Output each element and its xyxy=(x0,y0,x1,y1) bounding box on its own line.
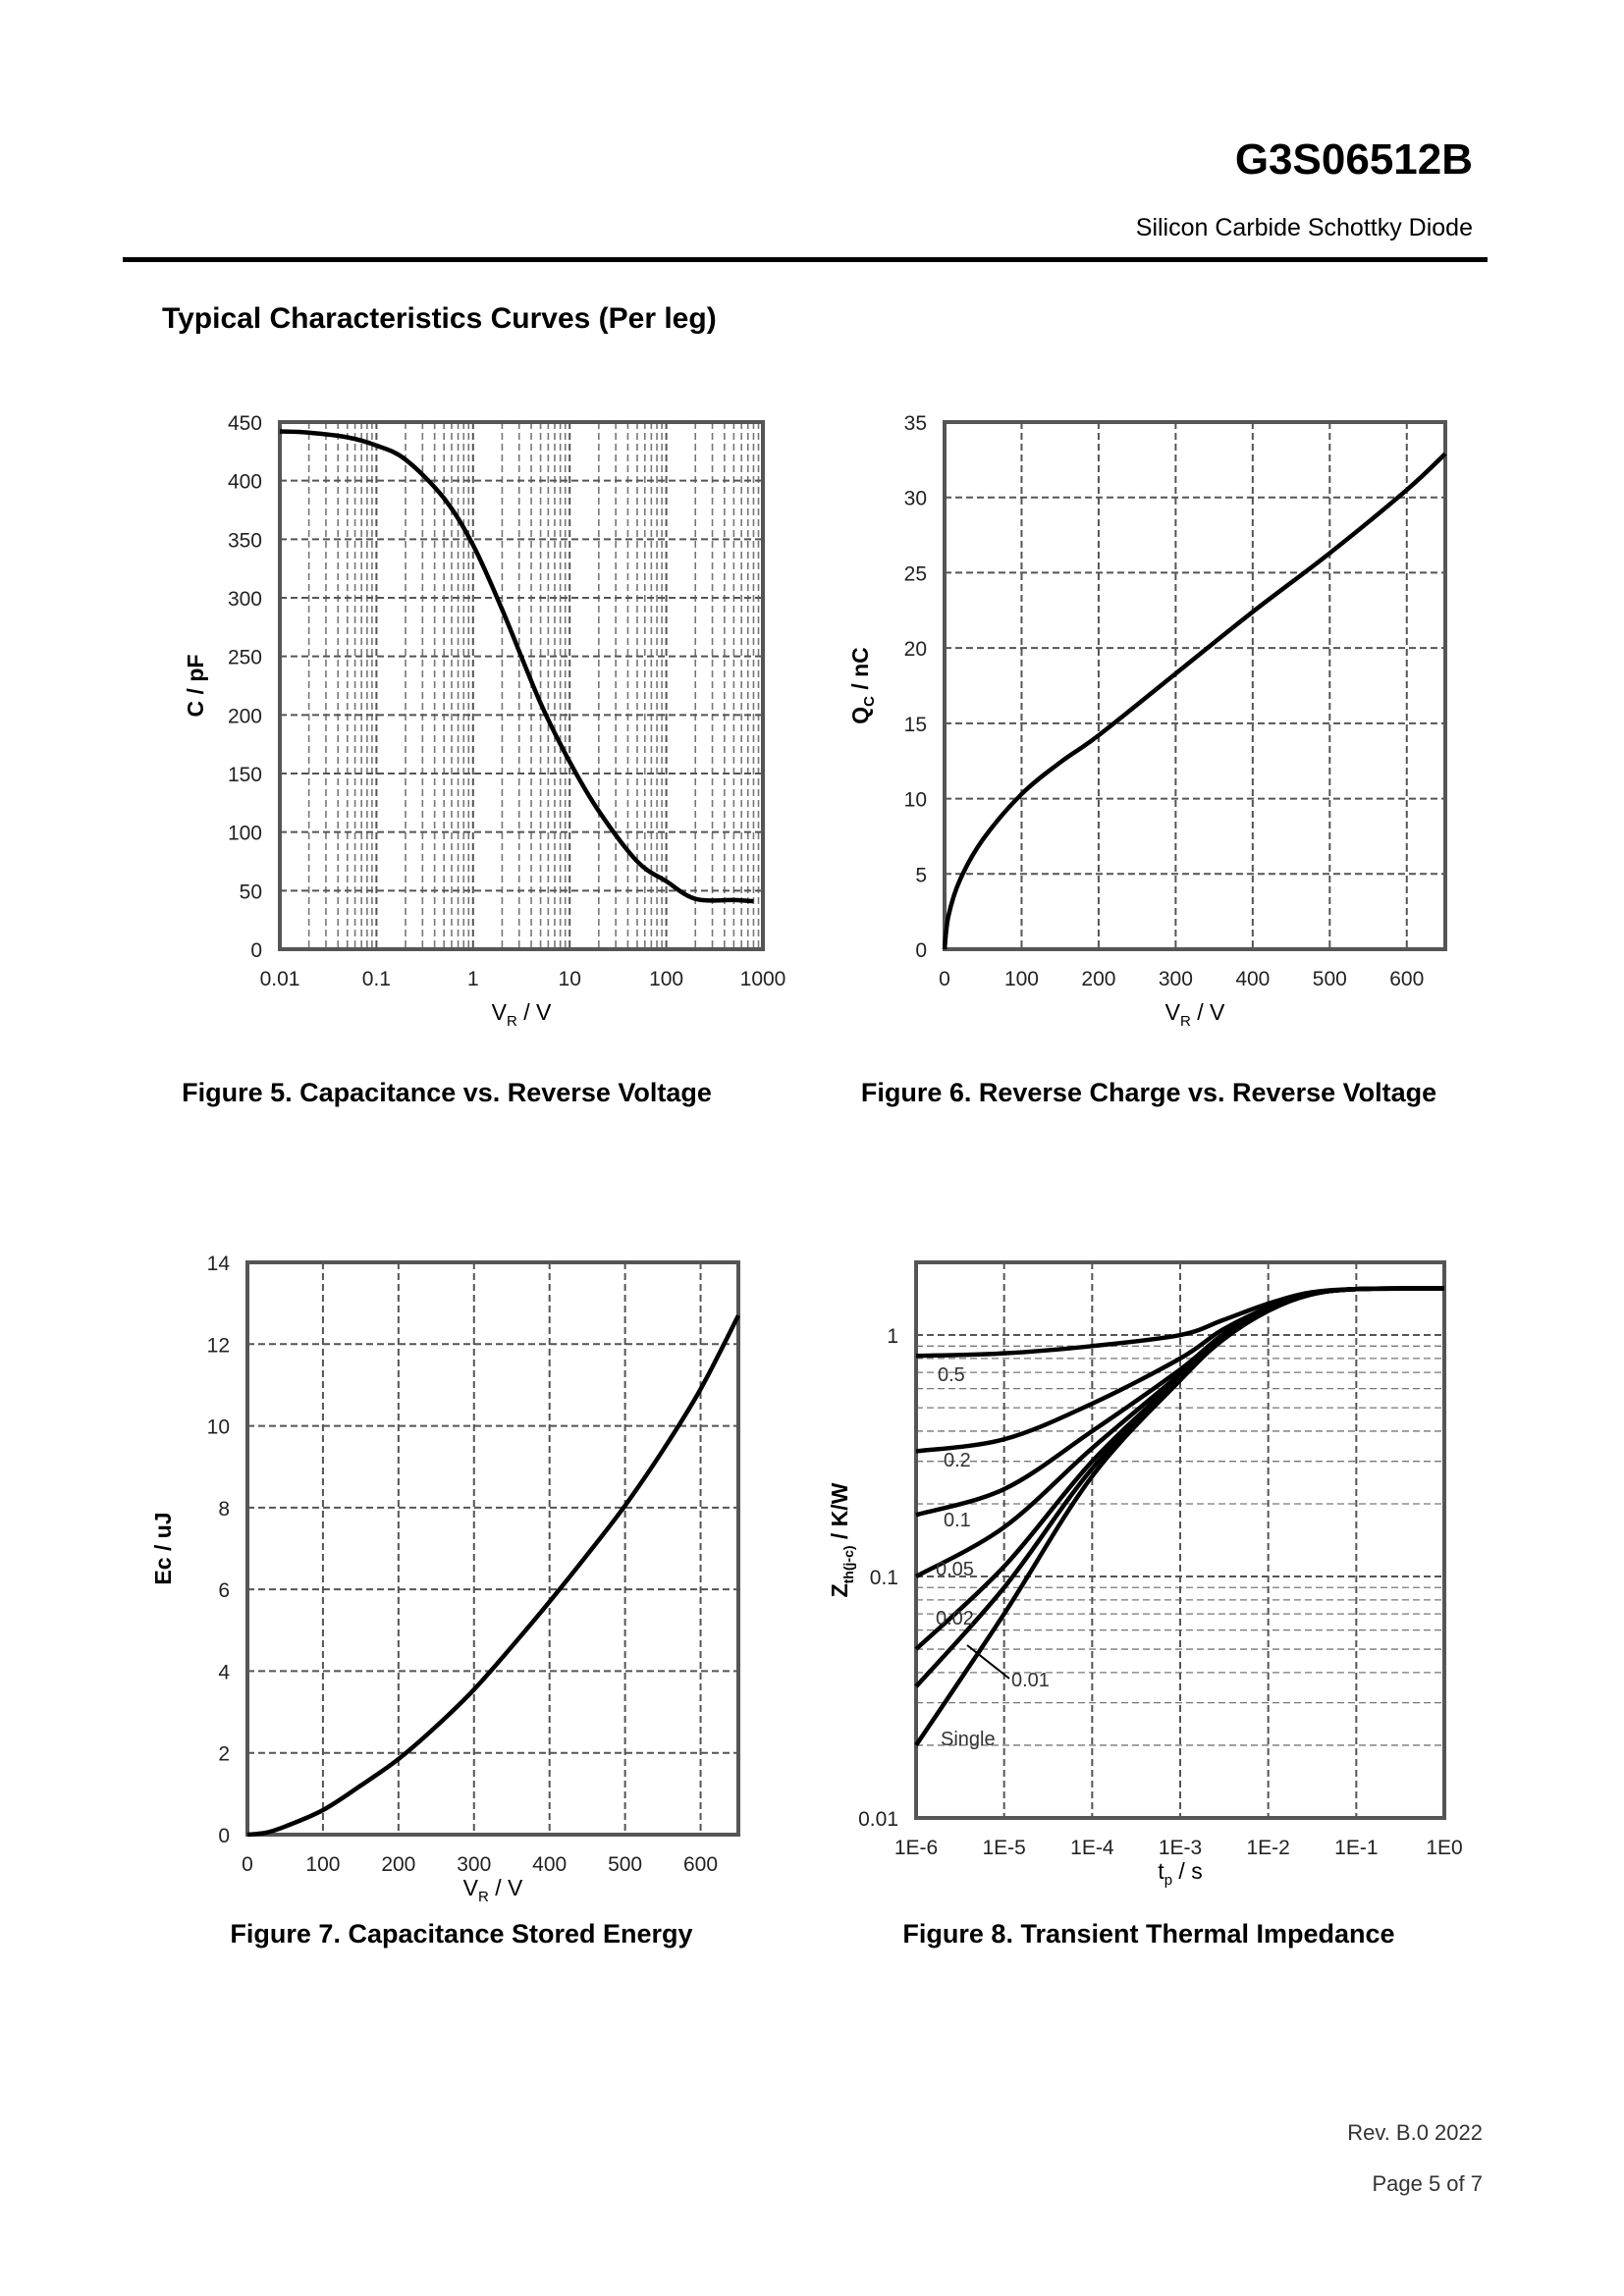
x-tick-label: 400 xyxy=(532,1853,567,1876)
x-tick-label: 0 xyxy=(242,1853,253,1876)
x-tick-label: 400 xyxy=(1235,968,1270,990)
x-tick-label: 300 xyxy=(1159,968,1193,990)
y-tick-label: 35 xyxy=(904,412,927,435)
series-label: 0.05 xyxy=(936,1559,974,1580)
x-tick-label: 500 xyxy=(1313,968,1347,990)
plot-frame xyxy=(278,420,765,951)
y-axis-label: QC / nC xyxy=(847,647,878,724)
y-tick-label: 25 xyxy=(904,562,927,585)
chart-fig8: 1E-6 1E-5 1E-4 1E-3 1E-2 1E-1 1E0 0.01 0.1 1 tp / … xyxy=(827,1260,1463,1889)
x-tick-label: 600 xyxy=(1389,968,1424,990)
x-tick-label: 1E-4 xyxy=(1070,1837,1114,1859)
x-axis-label: VR / V xyxy=(492,999,552,1030)
y-tick-label: 15 xyxy=(904,714,927,736)
y-tick-label: 30 xyxy=(904,488,927,510)
header-rule xyxy=(123,257,1488,262)
y-tick-label: 10 xyxy=(904,789,927,812)
y-tick-label: 6 xyxy=(218,1579,230,1602)
series-line xyxy=(942,452,1447,950)
document-subtitle: Silicon Carbide Schottky Diode xyxy=(1135,214,1473,241)
y-tick-label: 10 xyxy=(207,1416,230,1439)
y-tick-label: 5 xyxy=(915,864,927,886)
series-line xyxy=(914,1286,1445,1747)
series-label: 0.02 xyxy=(936,1608,974,1629)
y-axis-label: Ec / uJ xyxy=(150,1512,176,1584)
y-tick-label: 1 xyxy=(887,1325,898,1348)
x-tick-label: 500 xyxy=(608,1853,642,1876)
plot-frame xyxy=(245,1260,740,1837)
plot-frame xyxy=(943,420,1447,951)
series-label-leader xyxy=(966,1644,1010,1680)
y-tick-label: 0.01 xyxy=(858,1808,898,1831)
chart-fig6: 0 100 200 300 400 500 600 0 5 10 15 20 25 30 35 VR / V Q… xyxy=(847,412,1447,1030)
y-tick-label: 250 xyxy=(228,647,262,669)
x-tick-label: 100 xyxy=(649,968,683,990)
series-label: 0.1 xyxy=(944,1510,971,1531)
y-tick-label: 150 xyxy=(228,764,262,786)
y-axis-label: Zth(j-c) / K/W xyxy=(827,1482,856,1597)
section-title: Typical Characteristics Curves (Per leg) xyxy=(162,302,717,335)
x-tick-label: 1 xyxy=(467,968,479,990)
caption-fig6: Figure 6. Reverse Charge vs. Reverse Vol… xyxy=(860,1078,1437,1107)
caption-fig5: Figure 5. Capacitance vs. Reverse Voltag… xyxy=(182,1078,712,1107)
x-tick-label: 0 xyxy=(939,968,950,990)
revision-label: Rev. B.0 2022 xyxy=(1347,2120,1483,2145)
x-tick-label: 1E-6 xyxy=(894,1837,938,1859)
x-tick-label: 200 xyxy=(381,1853,415,1876)
x-tick-label: 1000 xyxy=(740,968,786,990)
y-tick-label: 8 xyxy=(218,1498,230,1521)
y-tick-label: 0 xyxy=(915,939,927,962)
series-label: 0.2 xyxy=(944,1450,971,1471)
series-label: 0.5 xyxy=(938,1364,965,1386)
series-label: 0.01 xyxy=(1011,1670,1050,1691)
x-tick-label: 100 xyxy=(305,1853,340,1876)
x-axis-label: VR / V xyxy=(1165,999,1225,1030)
y-axis-label: C / pF xyxy=(183,655,208,718)
y-tick-label: 350 xyxy=(228,529,262,552)
x-tick-label: 1E-3 xyxy=(1159,1837,1202,1859)
x-axis-label: VR / V xyxy=(463,1875,523,1905)
x-tick-label: 0.01 xyxy=(260,968,300,990)
x-tick-label: 1E-1 xyxy=(1334,1837,1378,1859)
y-tick-label: 12 xyxy=(207,1334,230,1357)
y-tick-label: 100 xyxy=(228,823,262,845)
y-tick-label: 300 xyxy=(228,588,262,611)
y-tick-label: 20 xyxy=(904,638,927,661)
x-tick-label: 600 xyxy=(683,1853,718,1876)
caption-fig7: Figure 7. Capacitance Stored Energy xyxy=(230,1919,693,1949)
x-tick-label: 0.1 xyxy=(362,968,391,990)
y-tick-label: 50 xyxy=(240,881,262,903)
y-tick-label: 400 xyxy=(228,471,262,494)
part-number: G3S06512B xyxy=(1234,135,1473,184)
x-tick-label: 1E0 xyxy=(1426,1837,1462,1859)
series-label: Single xyxy=(941,1729,996,1750)
page-number: Page 5 of 7 xyxy=(1372,2171,1483,2196)
series-line xyxy=(279,429,754,904)
y-tick-label: 14 xyxy=(207,1253,231,1275)
y-tick-label: 0 xyxy=(250,939,262,962)
x-tick-label: 100 xyxy=(1004,968,1039,990)
x-tick-label: 300 xyxy=(457,1853,491,1876)
x-tick-label: 200 xyxy=(1081,968,1115,990)
y-tick-label: 450 xyxy=(228,412,262,435)
y-tick-label: 200 xyxy=(228,705,262,727)
caption-fig8: Figure 8. Transient Thermal Impedance xyxy=(902,1919,1395,1949)
x-tick-label: 1E-2 xyxy=(1246,1837,1289,1859)
y-tick-label: 4 xyxy=(218,1661,230,1683)
chart-fig7: 0 100 200 300 400 500 600 0 2 4 6 8 10 12 14 VR / V Ec /… xyxy=(150,1253,741,1905)
x-tick-label: 10 xyxy=(559,968,581,990)
x-axis-label: tp / s xyxy=(1158,1858,1202,1889)
y-tick-label: 2 xyxy=(218,1743,230,1766)
y-tick-label: 0 xyxy=(218,1825,230,1847)
plot-frame xyxy=(914,1260,1446,1820)
y-tick-label: 0.1 xyxy=(870,1567,898,1589)
series-line xyxy=(246,1314,741,1838)
x-tick-label: 1E-5 xyxy=(982,1837,1025,1859)
chart-fig5: 0.01 0.1 1 10 100 1000 0 50 100 150 200 250 300 350 40… xyxy=(183,412,786,1030)
